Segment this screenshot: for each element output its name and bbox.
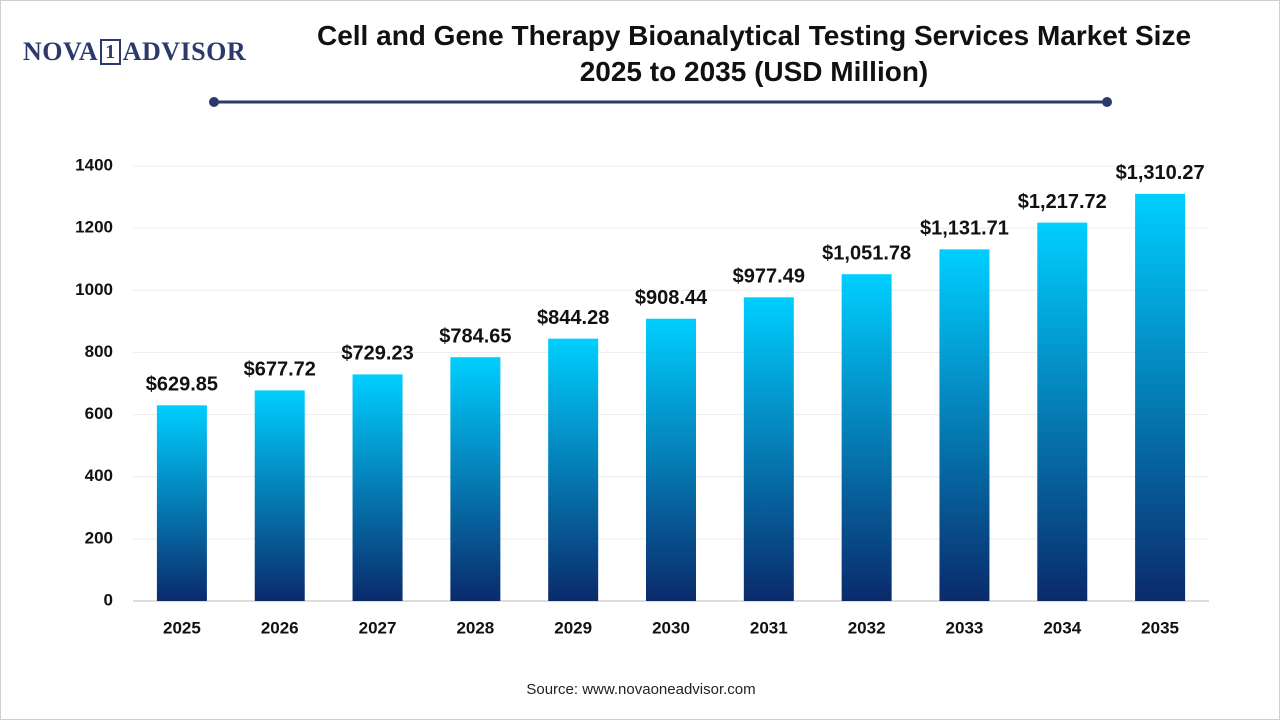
x-tick-label: 2032 [848,618,886,637]
bar [1037,222,1088,601]
value-label: $677.72 [244,359,316,381]
x-tick-label: 2029 [554,618,592,637]
x-tick-label: 2034 [1043,618,1081,637]
y-tick-label: 0 [104,590,113,609]
y-tick-label: 600 [85,404,113,423]
x-tick-label: 2031 [750,618,788,637]
value-label: $1,131.71 [920,218,1009,240]
x-tick-label: 2028 [456,618,494,637]
bar [352,374,403,601]
bar [841,274,892,601]
logo: NOVA 1 ADVISOR [23,37,246,67]
bar [548,338,599,601]
bar [156,405,207,601]
value-label: $629.85 [146,374,218,396]
y-tick-label: 800 [85,342,113,361]
value-label: $1,310.27 [1116,162,1205,184]
chart-title: Cell and Gene Therapy Bioanalytical Test… [316,20,1192,87]
logo-text: ADVISOR [122,37,247,66]
bar [1135,193,1186,602]
bar [646,318,696,601]
y-tick-label: 1200 [75,218,113,237]
y-tick-label: 200 [85,528,113,547]
y-tick-label: 1400 [75,155,113,174]
x-tick-label: 2026 [261,618,299,637]
title-rule-dot [1102,97,1112,107]
bar [450,357,501,601]
value-label: $1,217.72 [1018,191,1107,213]
y-tick-label: 400 [85,466,113,485]
x-tick-label: 2035 [1141,618,1179,637]
x-tick-label: 2030 [652,618,690,637]
value-label: $908.44 [635,287,708,309]
logo-text: NOVA [23,37,99,66]
x-tick-label: 2027 [359,618,397,637]
logo-mark: 1 [100,39,121,65]
value-label: $784.65 [439,325,511,347]
bar [939,249,990,601]
x-tick-label: 2025 [163,618,201,637]
value-label: $844.28 [537,307,609,329]
source: Source: www.novaoneadvisor.com [526,681,756,698]
x-tick-label: 2033 [946,618,984,637]
title-rule-dot [209,97,219,107]
value-label: $729.23 [341,343,413,365]
y-tick-label: 1000 [75,280,113,299]
value-label: $1,051.78 [822,242,911,264]
bar [743,297,794,601]
bar [254,390,305,601]
value-label: $977.49 [733,266,805,288]
